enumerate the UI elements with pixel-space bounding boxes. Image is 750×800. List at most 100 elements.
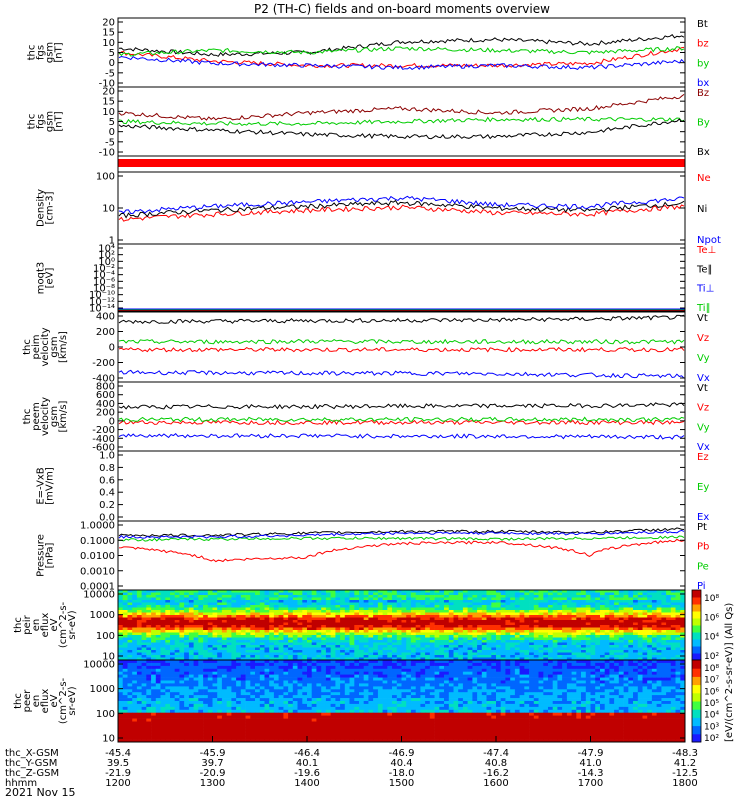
heatmap-cell xyxy=(595,590,601,593)
heatmap-cell xyxy=(198,625,204,628)
heatmap-cell xyxy=(118,630,124,633)
heatmap-cell xyxy=(458,595,464,598)
heatmap-cell xyxy=(448,590,454,593)
heatmap-cell xyxy=(392,655,398,658)
heatmap-cell xyxy=(439,662,445,667)
heatmap-cell xyxy=(387,610,393,613)
heatmap-cell xyxy=(368,632,374,636)
heatmap-cell xyxy=(557,683,563,687)
heatmap-cell xyxy=(212,615,218,618)
heatmap-cell xyxy=(604,622,610,626)
heatmap-cell xyxy=(410,683,416,687)
heatmap-cell xyxy=(505,635,511,638)
heatmap-cell xyxy=(363,686,369,690)
heatmap-cell xyxy=(127,617,133,621)
heatmap-cell xyxy=(543,647,549,651)
heatmap-cell xyxy=(477,652,483,656)
heatmap-cell xyxy=(151,671,157,675)
heatmap-cell xyxy=(571,660,577,664)
heatmap-cell xyxy=(240,680,246,684)
heatmap-cell xyxy=(680,647,686,651)
heatmap-cell xyxy=(165,630,171,633)
heatmap-cell xyxy=(434,610,440,613)
heatmap-cell xyxy=(425,650,431,653)
heatmap-cell xyxy=(127,683,133,687)
heatmap-cell xyxy=(510,600,516,603)
heatmap-cell xyxy=(340,605,346,608)
heatmap-cell xyxy=(670,610,676,613)
heatmap-cell xyxy=(491,627,497,631)
heatmap-cell xyxy=(226,617,232,621)
heatmap-cell xyxy=(500,600,506,603)
heatmap-cell xyxy=(307,607,313,611)
heatmap-cell xyxy=(325,645,331,648)
heatmap-cell xyxy=(330,622,336,626)
heatmap-cell xyxy=(221,607,227,611)
heatmap-cell xyxy=(429,617,435,621)
heatmap-cell xyxy=(472,662,478,667)
heatmap-cell xyxy=(618,635,624,638)
heatmap-cell xyxy=(562,652,568,656)
heatmap-cell xyxy=(581,615,587,618)
heatmap-cell xyxy=(604,602,610,606)
heatmap-cell xyxy=(406,655,412,658)
heatmap-cell xyxy=(581,617,587,621)
heatmap-cell xyxy=(283,671,289,675)
heatmap-cell xyxy=(203,612,209,616)
heatmap-cell xyxy=(307,602,313,606)
heatmap-cell xyxy=(467,655,473,658)
heatmap-cell xyxy=(538,655,544,658)
heatmap-cell xyxy=(453,680,459,684)
heatmap-cell xyxy=(557,635,563,638)
heatmap-cell xyxy=(141,692,147,696)
heatmap-cell xyxy=(420,652,426,656)
heatmap-cell xyxy=(604,617,610,621)
heatmap-cell xyxy=(231,605,237,608)
heatmap-cell xyxy=(170,595,176,598)
heatmap-cell xyxy=(585,630,591,633)
heatmap-cell xyxy=(458,647,464,651)
ytick-label-peim: -200 xyxy=(92,358,115,369)
heatmap-cell xyxy=(198,637,204,641)
heatmap-cell xyxy=(288,665,294,670)
heatmap-cell xyxy=(444,637,450,641)
heatmap-cell xyxy=(552,655,558,658)
heatmap-cell xyxy=(529,662,535,667)
heatmap-cell xyxy=(240,686,246,690)
heatmap-cell xyxy=(519,610,525,613)
colorbar-swatch xyxy=(692,618,701,626)
heatmap-cell xyxy=(132,660,138,664)
heatmap-cell xyxy=(566,630,572,633)
heatmap-cell xyxy=(566,655,572,658)
heatmap-cell xyxy=(420,590,426,593)
heatmap-cell xyxy=(656,625,662,628)
heatmap-cell xyxy=(666,630,672,633)
heatmap-cell xyxy=(188,625,194,628)
heatmap-cell xyxy=(179,692,185,696)
heatmap-cell xyxy=(590,660,596,664)
heatmap-cell xyxy=(118,674,124,678)
heatmap-cell xyxy=(193,607,199,611)
heatmap-cell xyxy=(179,620,185,623)
heatmap-cell xyxy=(118,660,124,664)
heatmap-cell xyxy=(472,642,478,646)
heatmap-cell xyxy=(240,689,246,693)
heatmap-cell xyxy=(396,597,402,601)
heatmap-cell xyxy=(146,627,152,631)
heatmap-cell xyxy=(642,689,648,693)
heatmap-cell xyxy=(458,592,464,596)
heatmap-cell xyxy=(566,615,572,618)
heatmap-cell xyxy=(207,640,213,643)
heatmap-cell xyxy=(184,689,190,693)
heatmap-cell xyxy=(311,640,317,643)
heatmap-cell xyxy=(524,660,530,664)
heatmap-cell xyxy=(651,627,657,631)
heatmap-cell xyxy=(146,637,152,641)
heatmap-cell xyxy=(221,592,227,596)
heatmap-cell xyxy=(174,683,180,687)
heatmap-cell xyxy=(311,657,317,661)
heatmap-cell xyxy=(444,617,450,621)
heatmap-cell xyxy=(292,600,298,603)
panel-pressure: Pressure[nPa]1.00000.10000.01000.00100.0… xyxy=(36,520,709,593)
heatmap-cell xyxy=(623,632,629,636)
